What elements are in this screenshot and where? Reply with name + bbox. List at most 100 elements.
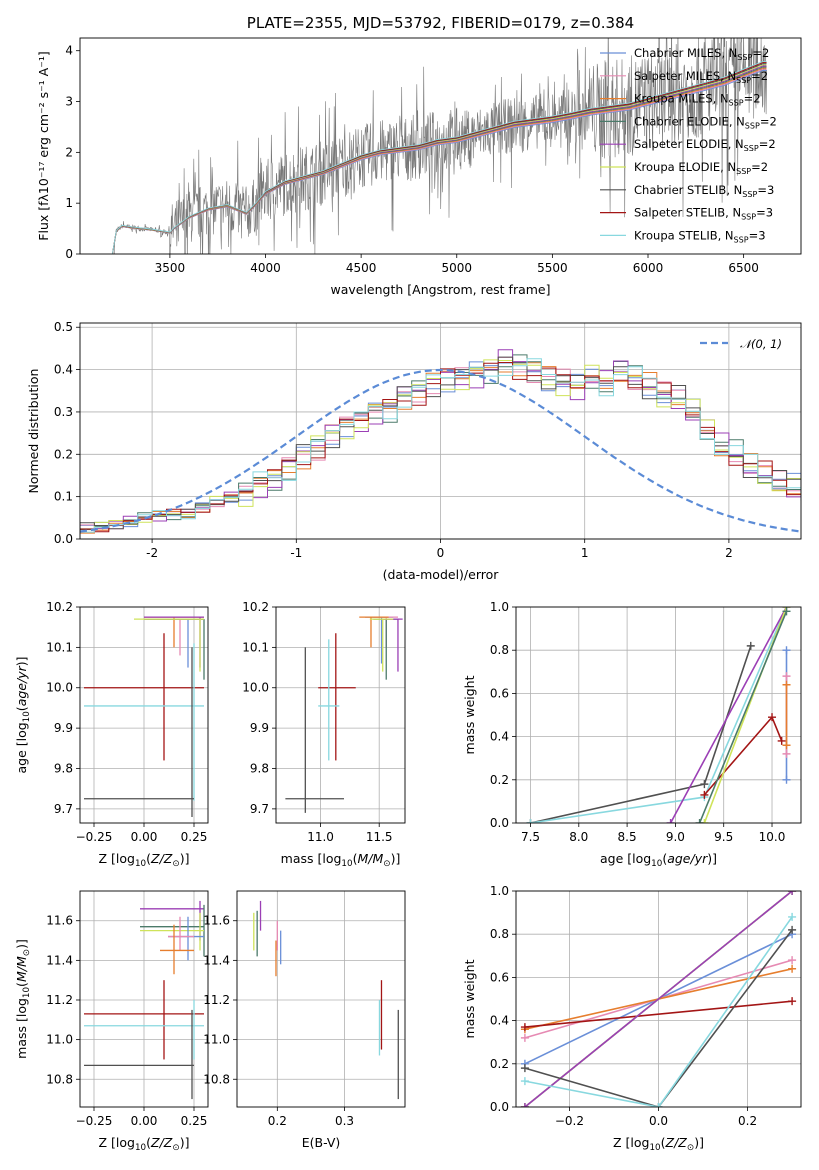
- y-tick-label: 11.4: [46, 953, 73, 967]
- errorbar-chabrier_elodie: [373, 618, 398, 680]
- mass_weight_vs_z-frame: [515, 890, 802, 1108]
- age-vs-mass-xlabel: mass [log10(M/M⊙)]: [281, 851, 401, 869]
- spectrum-axes: 3500 4000 4500 5000 5500 6000 6500 0 1 2 3 4: [65, 44, 759, 275]
- x-tick-label: -1: [290, 546, 302, 560]
- histogram-frame: [79, 322, 802, 540]
- legend-label: Kroupa STELIB, NSSP=3: [634, 228, 766, 244]
- legend-label: Salpeter STELIB, NSSP=3: [634, 206, 773, 222]
- x-tick-label: 10.0: [759, 830, 786, 844]
- marker-salpeter_stelib: [777, 736, 786, 745]
- marker-kroupa_miles: [788, 964, 797, 973]
- y-tick-label: 10.0: [242, 681, 269, 695]
- marker-kroupa_stelib: [526, 819, 535, 823]
- x-tick-label: 11.5: [366, 830, 393, 844]
- x-tick-label: 6500: [728, 261, 759, 275]
- y-tick-label: 11.4: [203, 953, 230, 967]
- legend-label: Chabrier STELIB, NSSP=3: [634, 183, 774, 199]
- errorbar-chabrier_stelib: [285, 647, 345, 813]
- y-tick-label: 10.1: [46, 640, 73, 654]
- legend-label: Salpeter MILES, NSSP=2: [634, 69, 768, 85]
- marker-salpeter_elodie: [520, 1103, 529, 1107]
- marker-salpeter_stelib: [788, 997, 797, 1006]
- errorbar-kroupa_miles: [144, 616, 204, 648]
- legend-label: 𝒩(0, 1): [740, 337, 782, 351]
- y-tick-label: 9.9: [250, 721, 269, 735]
- marker-kroupa_stelib: [520, 1077, 529, 1086]
- y-tick-label: 0.1: [54, 490, 73, 504]
- marker-chabrier_miles: [782, 646, 791, 655]
- y-tick-label: 4: [65, 44, 73, 58]
- gaussian-curve: [80, 368, 801, 533]
- age_vs_z-axes: −0.25 0.00 0.25 9.7 9.8 9.9 10.0 10.1 10.2: [46, 600, 208, 844]
- errorbar-kroupa_stelib: [318, 639, 340, 761]
- y-tick-label: 0.5: [54, 320, 73, 334]
- age-vs-z-ylabel: age [log10(age/yr)]: [14, 656, 32, 773]
- y-tick-label: 0: [65, 247, 73, 261]
- errorbar-salpeter_stelib: [84, 980, 204, 1060]
- line-kroupa_stelib: [524, 916, 793, 1107]
- histogram-chabrier_elodie: [80, 354, 801, 539]
- mass_weight_vs_z-ylabel: mass weight: [462, 959, 477, 1038]
- y-tick-label: 10.2: [242, 600, 269, 614]
- mass_vs_z-axes: −0.25 0.00 0.25 10.8 11.0 11.2 11.4 11.6: [46, 891, 208, 1128]
- marker-salpeter_miles: [782, 749, 791, 758]
- age-vs-z-xlabel: Z [log10(Z/Z⊙)]: [99, 851, 190, 869]
- x-tick-label: 5000: [441, 261, 472, 275]
- y-tick-label: 0.0: [54, 532, 73, 546]
- marker-salpeter_stelib: [520, 1023, 529, 1032]
- spectrum-plot: [112, 38, 767, 254]
- marker-kroupa_miles: [782, 680, 791, 689]
- marker-chabrier_elodie: [695, 819, 704, 823]
- marker-salpeter_miles: [520, 1033, 529, 1042]
- legend-label: Kroupa MILES, NSSP=2: [634, 92, 761, 108]
- residuals-axes: -2 -1 0 1 2 0.0 0.1 0.2 0.3 0.4 0.5: [54, 320, 801, 560]
- line-salpeter_elodie: [524, 891, 793, 1107]
- x-tick-label: 8.5: [618, 830, 637, 844]
- mass_vs_z-frame: [79, 890, 209, 1108]
- spectrum-xlabel: wavelength [Angstrom, rest frame]: [330, 282, 550, 297]
- marker-chabrier_stelib: [700, 780, 709, 789]
- x-tick-label: 0: [437, 546, 445, 560]
- line-chabrier_stelib: [524, 929, 793, 1107]
- y-tick-label: 0.4: [490, 730, 509, 744]
- x-tick-label: 4500: [346, 261, 377, 275]
- line-chabrier_elodie: [698, 610, 788, 823]
- mass_weight_vs_age-axes: 7.5 8.0 8.5 9.0 9.5 10.0 0.0 0.2 0.4 0.6 0.8 1.0: [490, 600, 801, 844]
- age_vs_z-frame: [79, 606, 209, 824]
- y-tick-label: 0.6: [490, 970, 509, 984]
- x-tick-label: 9.5: [714, 830, 733, 844]
- y-tick-label: 3: [65, 95, 73, 109]
- y-tick-label: 10.8: [46, 1072, 73, 1086]
- histogram-plot: [80, 349, 801, 539]
- y-tick-label: 9.8: [54, 761, 73, 775]
- marker-chabrier_stelib: [788, 925, 797, 934]
- y-tick-label: 2: [65, 145, 73, 159]
- errorbar-salpeter_miles: [168, 916, 194, 951]
- y-tick-label: 0.8: [490, 927, 509, 941]
- marker-salpeter_miles: [782, 672, 791, 681]
- x-tick-label: 0.0: [649, 1114, 668, 1128]
- errorbar-salpeter_stelib: [318, 633, 356, 761]
- x-tick-label: 0.00: [131, 830, 158, 844]
- legend-label: Chabrier MILES, NSSP=2: [634, 46, 769, 62]
- marker-chabrier_elodie: [782, 607, 791, 616]
- y-tick-label: 0.0: [490, 1100, 509, 1114]
- y-tick-label: 0.0: [490, 816, 509, 830]
- spectrum-frame: [79, 37, 802, 255]
- mass-weight-vs-z-xlabel: Z [log10(Z/Z⊙)]: [613, 1135, 704, 1153]
- age_vs_z-plot: [84, 616, 205, 817]
- age_vs_mass-plot: [285, 616, 403, 813]
- x-tick-label: 3500: [155, 261, 186, 275]
- x-tick-label: 6000: [633, 261, 664, 275]
- marker-chabrier_miles: [782, 775, 791, 784]
- histogram-kroupa_stelib: [80, 358, 801, 539]
- mass_vs_z-plot: [84, 900, 205, 1100]
- y-tick-label: 9.7: [54, 802, 73, 816]
- marker-salpeter_miles: [788, 956, 797, 965]
- y-tick-label: 0.2: [54, 447, 73, 461]
- y-tick-label: 0.6: [490, 686, 509, 700]
- y-tick-label: 11.6: [203, 914, 230, 928]
- errorbar-chabrier_stelib: [84, 1009, 194, 1100]
- marker-salpeter_elodie: [666, 819, 675, 823]
